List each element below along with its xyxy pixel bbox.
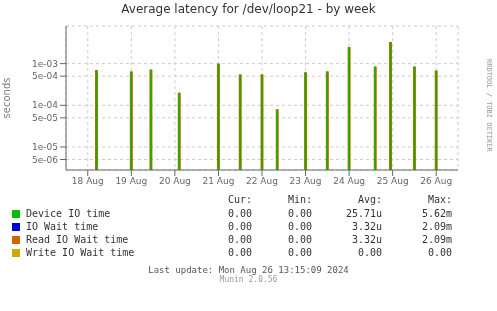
html-text:3.32u: 3.32u (351, 221, 382, 232)
svg-text:22 Aug: 22 Aug (246, 176, 278, 186)
html-text:3.32u: 3.32u (351, 234, 382, 245)
html-text:2.09m: 2.09m (421, 221, 452, 232)
html-text:0.00: 0.00 (287, 247, 312, 258)
svg-text:1e-04: 1e-04 (32, 100, 58, 110)
html-text:Min:: Min: (287, 194, 312, 205)
svg-text:5e-05: 5e-05 (32, 113, 58, 123)
html-text:0.00: 0.00 (357, 247, 382, 258)
html-text:Munin 2.0.56: Munin 2.0.56 (219, 275, 278, 284)
svg-text:26 Aug: 26 Aug (420, 176, 452, 186)
html-text:Read IO Wait time: Read IO Wait time (26, 234, 129, 245)
svg-text:5e-06: 5e-06 (32, 155, 58, 165)
svg-text:1e-05: 1e-05 (32, 142, 58, 152)
svg-text:25 Aug: 25 Aug (377, 176, 409, 186)
html-text:Average latency for /dev/loop2: Average latency for /dev/loop21 - by wee… (121, 2, 376, 16)
html-text:Cur:: Cur: (227, 194, 252, 205)
svg-text:21 Aug: 21 Aug (202, 176, 234, 186)
html-text:RRDTOOL / TOBI OETIKER: RRDTOOL / TOBI OETIKER (485, 58, 493, 152)
svg-text:20 Aug: 20 Aug (159, 176, 191, 186)
svg-text:5e-04: 5e-04 (32, 71, 58, 81)
svg-text:1e-03: 1e-03 (32, 59, 58, 69)
html-text:5.62m: 5.62m (421, 208, 452, 219)
html-text:0.00: 0.00 (227, 208, 252, 219)
svg-text:24 Aug: 24 Aug (333, 176, 365, 186)
html-text:Device IO time: Device IO time (26, 208, 111, 219)
html-text:0.00: 0.00 (287, 234, 312, 245)
html-text:0.00: 0.00 (227, 221, 252, 232)
html-text:25.71u: 25.71u (345, 208, 382, 219)
html-text:Write IO Wait time: Write IO Wait time (26, 247, 135, 258)
svg-text:seconds: seconds (8, 78, 12, 119)
svg-text:18 Aug: 18 Aug (72, 176, 104, 186)
html-text:Avg:: Avg: (357, 194, 382, 205)
svg-text:19 Aug: 19 Aug (115, 176, 147, 186)
svg-text:23 Aug: 23 Aug (290, 176, 322, 186)
html-text:IO Wait time: IO Wait time (26, 221, 99, 232)
html-text:Max:: Max: (427, 194, 452, 205)
html-text:0.00: 0.00 (427, 247, 452, 258)
html-text:0.00: 0.00 (287, 208, 312, 219)
html-text:2.09m: 2.09m (421, 234, 452, 245)
html-text:0.00: 0.00 (287, 221, 312, 232)
html-text:0.00: 0.00 (227, 234, 252, 245)
html-text:Last update: Mon Aug 26 13:15:: Last update: Mon Aug 26 13:15:09 2024 (148, 265, 349, 275)
html-text:0.00: 0.00 (227, 247, 252, 258)
